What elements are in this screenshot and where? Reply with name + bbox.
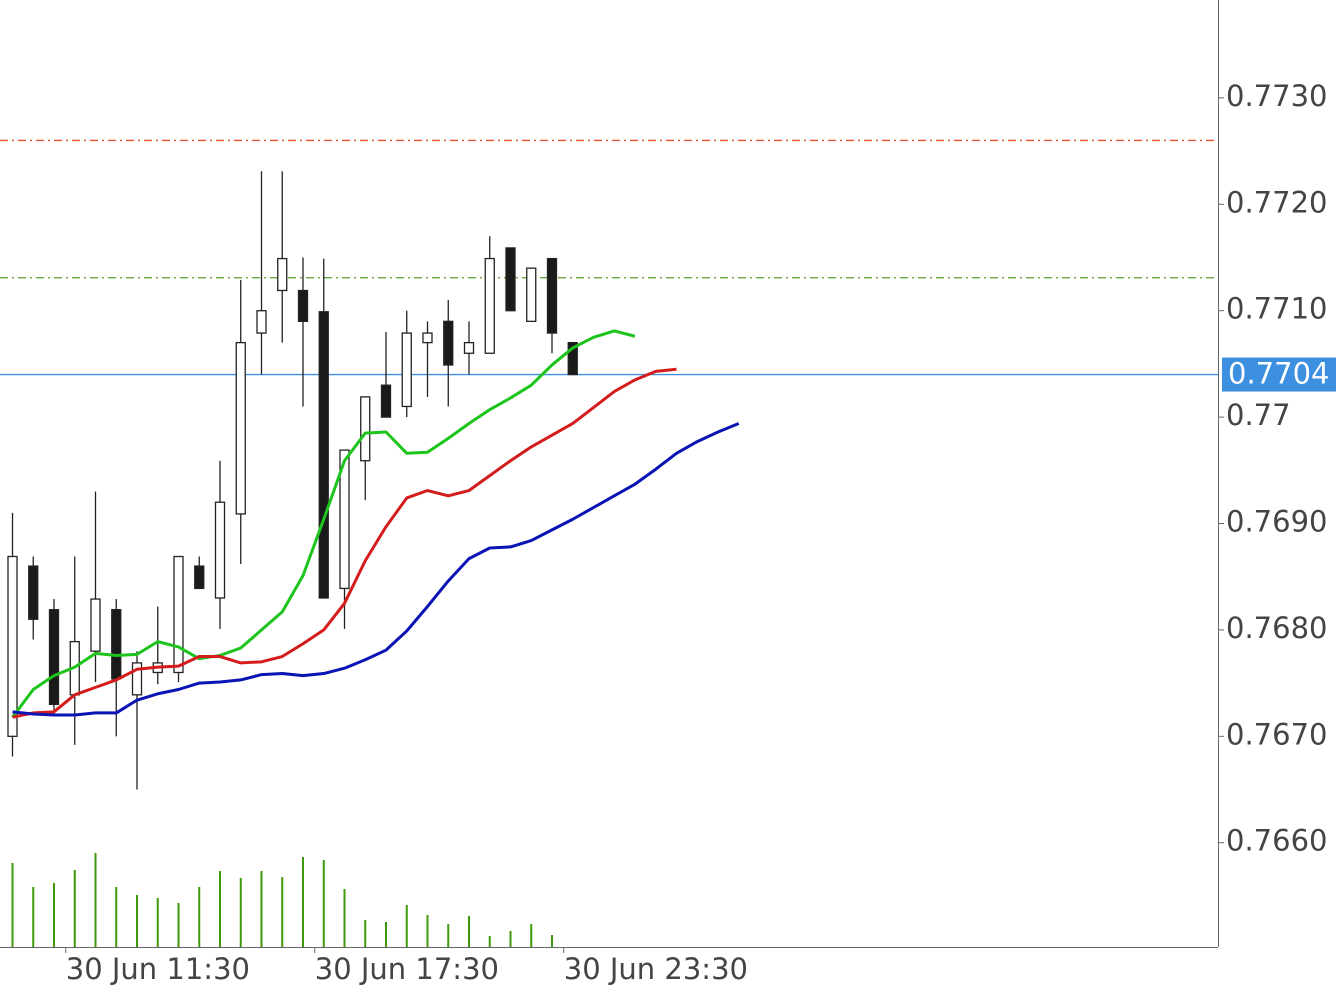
candle-body: [48, 609, 60, 706]
candle-body: [28, 565, 39, 620]
candle-body: [111, 609, 122, 680]
candle-body: [297, 289, 309, 322]
candle-body: [90, 598, 101, 652]
y-tick-label: 0.7670: [1226, 717, 1327, 751]
y-tick-label: 0.77: [1226, 398, 1291, 432]
last-price-tag: [1222, 357, 1336, 392]
candle-body: [194, 565, 205, 590]
candle-body: [484, 257, 495, 354]
candle-body: [131, 662, 143, 696]
candle-body: [526, 267, 537, 322]
candle-body: [256, 310, 267, 334]
candle-body: [318, 311, 329, 599]
x-tick-label: 30 Jun 17:30: [315, 952, 499, 986]
y-tick-label: 0.7710: [1226, 292, 1327, 326]
candle-body: [380, 384, 392, 418]
candle-body: [277, 257, 288, 292]
candle-body: [339, 449, 350, 590]
candle-body: [214, 501, 226, 599]
moving-average-line: [12, 367, 677, 719]
y-tick-label: 0.7720: [1226, 185, 1327, 219]
candle-body: [235, 341, 246, 515]
candle-body: [443, 320, 454, 366]
last-price-label: 0.7704: [1228, 357, 1329, 391]
y-tick-label: 0.7730: [1226, 79, 1327, 113]
candle-body: [546, 257, 558, 334]
y-tick-label: 0.7660: [1226, 824, 1327, 858]
y-tick-label: 0.7690: [1226, 505, 1327, 539]
candle-body: [422, 332, 433, 344]
x-tick-label: 30 Jun 23:30: [564, 952, 748, 986]
moving-average-line: [12, 422, 740, 717]
candle-body: [567, 341, 578, 376]
candle-body: [505, 247, 516, 312]
y-tick-label: 0.7680: [1226, 611, 1327, 645]
candle-body: [360, 396, 371, 462]
moving-average-line: [11, 329, 636, 719]
candle-body: [463, 341, 475, 354]
candle-body: [173, 555, 184, 674]
candle-body: [401, 332, 412, 408]
x-tick-label: 30 Jun 11:30: [66, 952, 250, 986]
candle-body: [7, 555, 18, 737]
